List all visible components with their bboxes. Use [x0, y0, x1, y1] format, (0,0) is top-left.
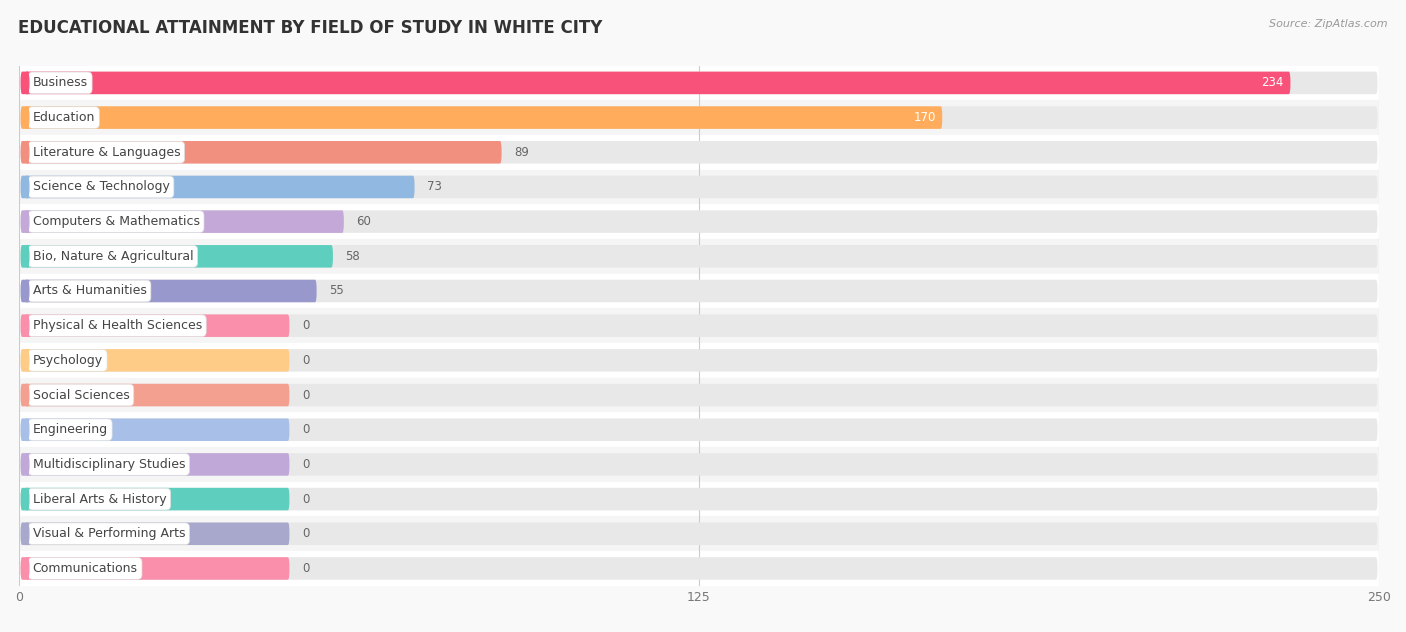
Text: Visual & Performing Arts: Visual & Performing Arts: [32, 527, 186, 540]
Text: 0: 0: [302, 423, 309, 436]
FancyBboxPatch shape: [21, 245, 333, 267]
Text: 60: 60: [356, 215, 371, 228]
Text: 0: 0: [302, 389, 309, 401]
Bar: [20, 274, 1379, 308]
FancyBboxPatch shape: [21, 488, 290, 511]
FancyBboxPatch shape: [21, 557, 1378, 580]
FancyBboxPatch shape: [21, 314, 290, 337]
Bar: [20, 413, 1379, 447]
Circle shape: [25, 454, 30, 475]
FancyBboxPatch shape: [21, 384, 1378, 406]
Text: 55: 55: [329, 284, 344, 298]
Text: Physical & Health Sciences: Physical & Health Sciences: [32, 319, 202, 332]
Bar: [20, 135, 1379, 169]
FancyBboxPatch shape: [21, 523, 1378, 545]
Text: 0: 0: [302, 527, 309, 540]
Text: 0: 0: [302, 458, 309, 471]
FancyBboxPatch shape: [21, 349, 290, 372]
Text: Bio, Nature & Agricultural: Bio, Nature & Agricultural: [32, 250, 193, 263]
Circle shape: [25, 384, 30, 406]
Circle shape: [25, 349, 30, 371]
Text: 0: 0: [302, 354, 309, 367]
Bar: [20, 169, 1379, 204]
Text: Computers & Mathematics: Computers & Mathematics: [32, 215, 200, 228]
Text: Literature & Languages: Literature & Languages: [32, 146, 180, 159]
Bar: [20, 378, 1379, 413]
Circle shape: [25, 523, 30, 545]
Text: Arts & Humanities: Arts & Humanities: [32, 284, 146, 298]
Circle shape: [25, 280, 30, 302]
FancyBboxPatch shape: [21, 349, 1378, 372]
Text: Science & Technology: Science & Technology: [32, 181, 170, 193]
FancyBboxPatch shape: [21, 453, 290, 476]
Text: 170: 170: [914, 111, 935, 124]
Text: 234: 234: [1261, 76, 1284, 89]
Circle shape: [25, 107, 30, 128]
FancyBboxPatch shape: [21, 280, 1378, 302]
FancyBboxPatch shape: [21, 245, 1378, 267]
FancyBboxPatch shape: [21, 106, 942, 129]
FancyBboxPatch shape: [21, 210, 344, 233]
Text: Psychology: Psychology: [32, 354, 103, 367]
FancyBboxPatch shape: [21, 418, 1378, 441]
Bar: [20, 551, 1379, 586]
Text: Engineering: Engineering: [32, 423, 108, 436]
FancyBboxPatch shape: [21, 384, 290, 406]
FancyBboxPatch shape: [21, 280, 316, 302]
FancyBboxPatch shape: [21, 141, 502, 164]
Bar: [20, 100, 1379, 135]
Circle shape: [25, 419, 30, 441]
Text: 73: 73: [427, 181, 441, 193]
FancyBboxPatch shape: [21, 314, 1378, 337]
Bar: [20, 447, 1379, 482]
Text: 0: 0: [302, 562, 309, 575]
Bar: [20, 308, 1379, 343]
FancyBboxPatch shape: [21, 176, 415, 198]
Bar: [20, 66, 1379, 100]
Text: Business: Business: [32, 76, 87, 89]
Bar: [20, 482, 1379, 516]
FancyBboxPatch shape: [21, 71, 1378, 94]
Text: 89: 89: [515, 146, 529, 159]
Text: Multidisciplinary Studies: Multidisciplinary Studies: [32, 458, 186, 471]
FancyBboxPatch shape: [21, 71, 1291, 94]
Circle shape: [25, 489, 30, 510]
Circle shape: [25, 245, 30, 267]
Text: EDUCATIONAL ATTAINMENT BY FIELD OF STUDY IN WHITE CITY: EDUCATIONAL ATTAINMENT BY FIELD OF STUDY…: [18, 19, 603, 37]
Text: 58: 58: [346, 250, 360, 263]
Bar: [20, 204, 1379, 239]
FancyBboxPatch shape: [21, 488, 1378, 511]
FancyBboxPatch shape: [21, 557, 290, 580]
Text: Liberal Arts & History: Liberal Arts & History: [32, 492, 166, 506]
Text: Education: Education: [32, 111, 96, 124]
Text: 0: 0: [302, 492, 309, 506]
FancyBboxPatch shape: [21, 106, 1378, 129]
Bar: [20, 516, 1379, 551]
FancyBboxPatch shape: [21, 210, 1378, 233]
Text: Social Sciences: Social Sciences: [32, 389, 129, 401]
Text: Source: ZipAtlas.com: Source: ZipAtlas.com: [1270, 19, 1388, 29]
FancyBboxPatch shape: [21, 141, 1378, 164]
FancyBboxPatch shape: [21, 523, 290, 545]
Circle shape: [25, 142, 30, 163]
Text: 0: 0: [302, 319, 309, 332]
Bar: [20, 343, 1379, 378]
Circle shape: [25, 557, 30, 580]
Circle shape: [25, 211, 30, 233]
Text: Communications: Communications: [32, 562, 138, 575]
Circle shape: [25, 72, 30, 94]
FancyBboxPatch shape: [21, 418, 290, 441]
Circle shape: [25, 315, 30, 336]
FancyBboxPatch shape: [21, 453, 1378, 476]
Circle shape: [25, 176, 30, 198]
FancyBboxPatch shape: [21, 176, 1378, 198]
Bar: [20, 239, 1379, 274]
